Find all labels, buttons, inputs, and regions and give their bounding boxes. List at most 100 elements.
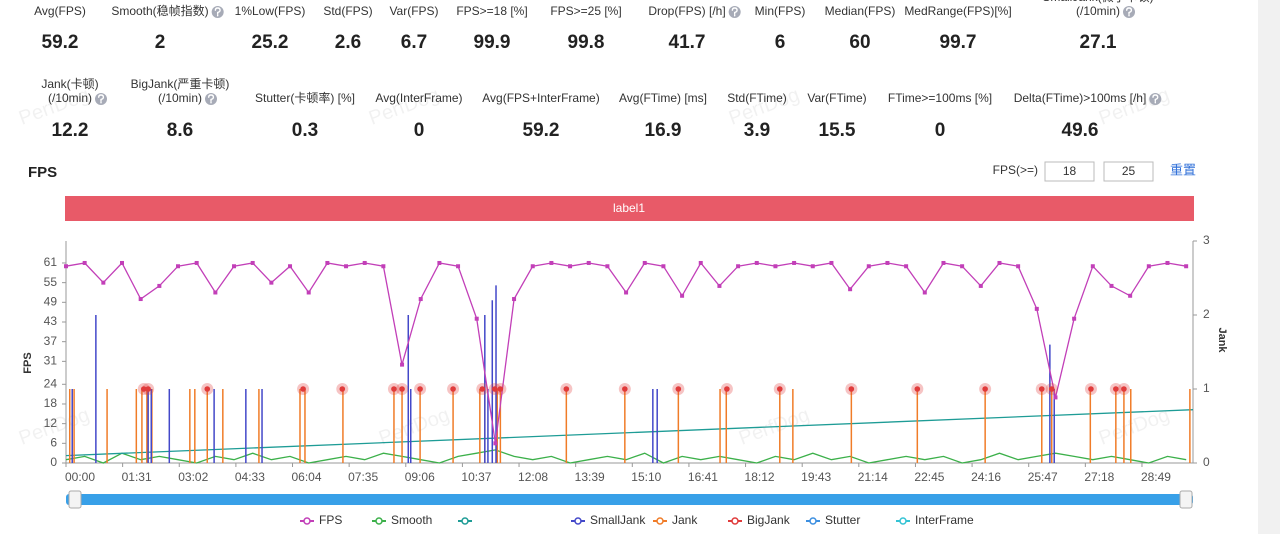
- slider-handle[interactable]: [68, 490, 82, 509]
- fps-point: [269, 280, 274, 285]
- fps-point: [1072, 316, 1077, 321]
- x-tick-label: 12:08: [518, 470, 548, 484]
- fps-point: [1053, 395, 1058, 400]
- y-tick-label: 0: [50, 455, 57, 469]
- y2-axis-label: Jank: [1216, 327, 1228, 353]
- fps-point: [437, 260, 442, 265]
- legend-dot[interactable]: [809, 517, 817, 525]
- y-tick-label: 61: [44, 255, 58, 269]
- bigjank-dot: [399, 386, 405, 392]
- x-tick-label: 01:31: [122, 470, 152, 484]
- series-line: [65, 449, 1187, 464]
- y-tick-label: 55: [44, 275, 58, 289]
- scrollbar[interactable]: [1258, 0, 1280, 534]
- fps-point: [1184, 264, 1189, 269]
- x-tick-label: 24:16: [971, 470, 1001, 484]
- series-line: [65, 409, 1194, 457]
- metric-label: Avg(FPS+InterFrame): [482, 91, 599, 105]
- help-icon-glyph: [1126, 7, 1133, 17]
- help-icon-glyph: [214, 7, 221, 17]
- legend-dot[interactable]: [303, 517, 311, 525]
- fps-point: [586, 260, 591, 265]
- bigjank-dot: [622, 386, 628, 392]
- fps-point: [493, 441, 498, 446]
- fps-point: [512, 297, 517, 302]
- y-tick-label: 49: [44, 294, 58, 308]
- metric-value: 6.7: [401, 32, 427, 53]
- threshold-value[interactable]: 18: [1063, 164, 1077, 178]
- x-tick-label: 25:47: [1028, 470, 1058, 484]
- fps-point: [717, 283, 722, 288]
- chart-title: FPS: [28, 164, 57, 181]
- fps-point: [978, 283, 983, 288]
- help-icon-glyph: [208, 94, 215, 104]
- legend-label[interactable]: FPS: [319, 513, 342, 527]
- metric-value: 0: [414, 120, 425, 141]
- x-tick-label: 00:00: [65, 470, 95, 484]
- fps-point: [922, 290, 927, 295]
- legend-dot[interactable]: [731, 517, 739, 525]
- bigjank-dot: [563, 386, 570, 392]
- reset-link[interactable]: 重置: [1170, 162, 1196, 177]
- legend-label[interactable]: SmallJank: [590, 513, 646, 527]
- x-tick-label: 19:43: [801, 470, 831, 484]
- threshold-input[interactable]: [1103, 161, 1154, 182]
- fps-point: [792, 260, 797, 265]
- fps-point: [306, 290, 311, 295]
- metric-label: Median(FPS): [825, 4, 896, 18]
- fps-point: [400, 362, 405, 367]
- metric-value: 2.6: [335, 32, 361, 53]
- fps-point: [362, 260, 367, 265]
- y-axis-label: FPS: [22, 352, 34, 373]
- fps-point: [1128, 293, 1133, 298]
- bigjank-dot: [417, 386, 423, 392]
- threshold-value[interactable]: 25: [1122, 164, 1136, 178]
- threshold-input[interactable]: [1044, 161, 1095, 182]
- metric-label: Min(FPS): [755, 4, 806, 18]
- legend-label[interactable]: Smooth: [391, 513, 432, 527]
- help-icon-glyph: [98, 94, 105, 104]
- bigjank-dot: [491, 386, 498, 392]
- bigjank-dot: [1048, 386, 1055, 392]
- metric-value: 25.2: [252, 32, 289, 53]
- legend-label[interactable]: Stutter: [825, 513, 860, 527]
- metric-value: 99.8: [568, 32, 605, 53]
- fps-point: [325, 260, 330, 265]
- metric-label: BigJank(严重卡顿): [131, 77, 230, 91]
- metric-label: FPS>=25 [%]: [550, 4, 621, 18]
- slider-handle[interactable]: [1179, 490, 1193, 509]
- bigjank-dot: [848, 386, 855, 392]
- fps-point: [549, 260, 554, 265]
- y2-tick-label: 3: [1203, 233, 1210, 247]
- legend-label[interactable]: InterFrame: [915, 513, 974, 527]
- fps-point: [120, 260, 125, 265]
- metric-label: SmallJank(微小卡顿): [1042, 0, 1153, 4]
- y2-tick-label: 2: [1203, 307, 1210, 321]
- legend-dot[interactable]: [461, 517, 469, 525]
- legend-dot[interactable]: [375, 517, 383, 525]
- bigjank-dot: [450, 386, 456, 392]
- bigjank-dot: [1088, 386, 1094, 392]
- fps-point: [530, 264, 535, 269]
- legend-dot[interactable]: [656, 517, 664, 525]
- metric-label: 1%Low(FPS): [235, 4, 306, 18]
- fps-point: [344, 264, 349, 269]
- legend-label[interactable]: Jank: [672, 513, 698, 527]
- fps-point: [754, 260, 759, 265]
- legend-dot[interactable]: [574, 517, 582, 525]
- fps-point: [1034, 306, 1039, 311]
- bigjank-dot: [1121, 386, 1127, 392]
- metric-label: FTime>=100ms [%]: [888, 91, 992, 105]
- zoom-slider[interactable]: [66, 494, 1193, 505]
- metric-value: 41.7: [669, 32, 706, 53]
- y-tick-label: 18: [44, 396, 58, 410]
- fps-point: [866, 264, 871, 269]
- legend-dot[interactable]: [899, 517, 907, 525]
- fps-point: [82, 260, 87, 265]
- y-tick-label: 24: [44, 376, 58, 390]
- legend-label[interactable]: BigJank: [747, 513, 791, 527]
- fps-point: [605, 264, 610, 269]
- bigjank-dot: [914, 386, 921, 392]
- metric-value: 8.6: [167, 120, 193, 141]
